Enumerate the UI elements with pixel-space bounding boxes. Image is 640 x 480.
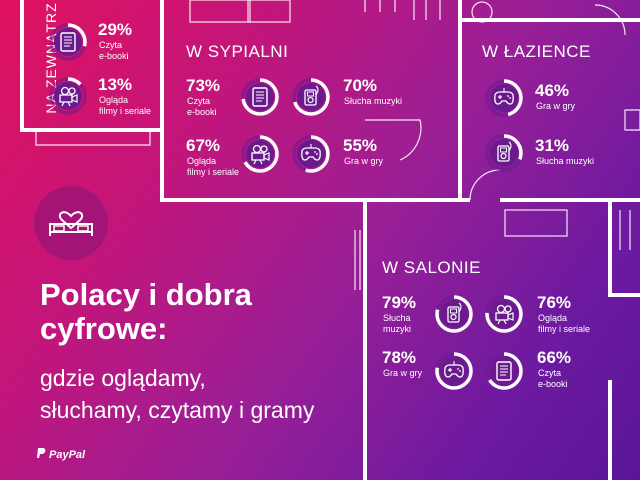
- progress-ring: [485, 295, 523, 333]
- bathroom-games-ring: [484, 78, 524, 118]
- living-movies-label: Ogląda filmy i seriale: [538, 313, 591, 334]
- bedroom-ebook-pct: 73%: [186, 76, 221, 95]
- bathroom-music-pct: 31%: [535, 136, 570, 155]
- progress-ring: [485, 134, 523, 172]
- projector-icon: [59, 86, 78, 107]
- outside-movies-ring: [48, 76, 88, 116]
- progress-ring: [49, 23, 87, 61]
- living-music-ring: [434, 294, 474, 334]
- bedroom-title: W SYPIALNI: [186, 42, 289, 61]
- progress-ring: [435, 352, 473, 390]
- ebook-icon: [60, 32, 76, 52]
- ebook-icon: [496, 361, 512, 381]
- living-music-label: Słucha muzyki: [383, 313, 412, 334]
- ring-fill: [241, 78, 279, 116]
- music-player-icon: [304, 85, 319, 106]
- ring-fill: [435, 295, 473, 333]
- bathroom-music-ring: [484, 133, 524, 173]
- living-games-pct: 78%: [382, 348, 417, 367]
- progress-ring: [49, 77, 87, 115]
- outside-movies-label: Ogląda filmy i seriale: [99, 95, 152, 116]
- living-games-ring: [434, 351, 474, 391]
- living-movies-ring: [484, 294, 524, 334]
- ring-fill: [292, 78, 330, 116]
- gamepad-icon: [444, 361, 464, 378]
- projector-icon: [251, 144, 270, 165]
- bedroom-games-ring: [291, 134, 331, 174]
- outside-ebook-label: Czyta e-booki: [99, 40, 129, 61]
- ring-fill: [485, 352, 523, 390]
- ebook-icon: [252, 87, 268, 107]
- bedroom-movies-pct: 67%: [186, 136, 221, 155]
- progress-ring: [292, 78, 330, 116]
- progress-ring: [435, 295, 473, 333]
- paypal-icon: [37, 448, 46, 458]
- projector-icon: [495, 304, 514, 325]
- bedroom-ebook-label: Czyta e-booki: [187, 96, 217, 117]
- ring-fill: [485, 295, 523, 333]
- bedroom-movies-label: Ogląda filmy i seriale: [187, 156, 240, 177]
- bedroom-ebook-ring: [240, 77, 280, 117]
- progress-ring: [241, 135, 279, 173]
- headline-sub: gdzie oglądamy, słuchamy, czytamy i gram…: [40, 365, 315, 423]
- progress-ring: [241, 78, 279, 116]
- living-ebook-label: Czyta e-booki: [538, 368, 568, 389]
- living-movies-pct: 76%: [537, 293, 572, 312]
- brand-name: PayPal: [49, 449, 86, 461]
- living-ebook-pct: 66%: [537, 348, 572, 367]
- brand-logo: PayPal: [36, 448, 85, 461]
- ring-fill: [49, 77, 87, 115]
- music-player-icon: [497, 141, 512, 162]
- ring-fill: [435, 352, 473, 390]
- ring-fill: [485, 134, 523, 172]
- outside-ebook-ring: [48, 22, 88, 62]
- bathroom-music-label: Słucha muzyki: [536, 156, 595, 166]
- progress-ring: [485, 352, 523, 390]
- progress-ring: [485, 79, 523, 117]
- bedroom-movies-ring: [240, 134, 280, 174]
- bathroom-title: W ŁAZIENCE: [482, 42, 591, 61]
- living-title: W SALONIE: [382, 258, 481, 277]
- gamepad-icon: [301, 144, 321, 161]
- outside-movies-pct: 13%: [98, 75, 133, 94]
- bathroom-games-pct: 46%: [535, 81, 570, 100]
- bedroom-games-pct: 55%: [343, 136, 378, 155]
- ring-fill: [49, 23, 87, 61]
- living-games-label: Gra w gry: [383, 368, 423, 378]
- living-music-pct: 79%: [382, 293, 417, 312]
- bathroom-games-label: Gra w gry: [536, 101, 576, 111]
- gamepad-icon: [494, 88, 514, 105]
- progress-ring: [292, 135, 330, 173]
- bedroom-music-ring: [291, 77, 331, 117]
- living-ebook-ring: [484, 351, 524, 391]
- heart-bed-icon: [34, 186, 108, 260]
- music-player-icon: [447, 302, 462, 323]
- ring-fill: [241, 135, 279, 173]
- headline-main: Polacy i dobra cyfrowe:: [40, 277, 252, 346]
- ring-fill: [292, 135, 330, 173]
- bedroom-games-label: Gra w gry: [344, 156, 384, 166]
- outside-ebook-pct: 29%: [98, 20, 133, 39]
- bedroom-music-label: Słucha muzyki: [344, 96, 403, 106]
- ring-fill: [485, 79, 523, 117]
- bedroom-music-pct: 70%: [343, 76, 378, 95]
